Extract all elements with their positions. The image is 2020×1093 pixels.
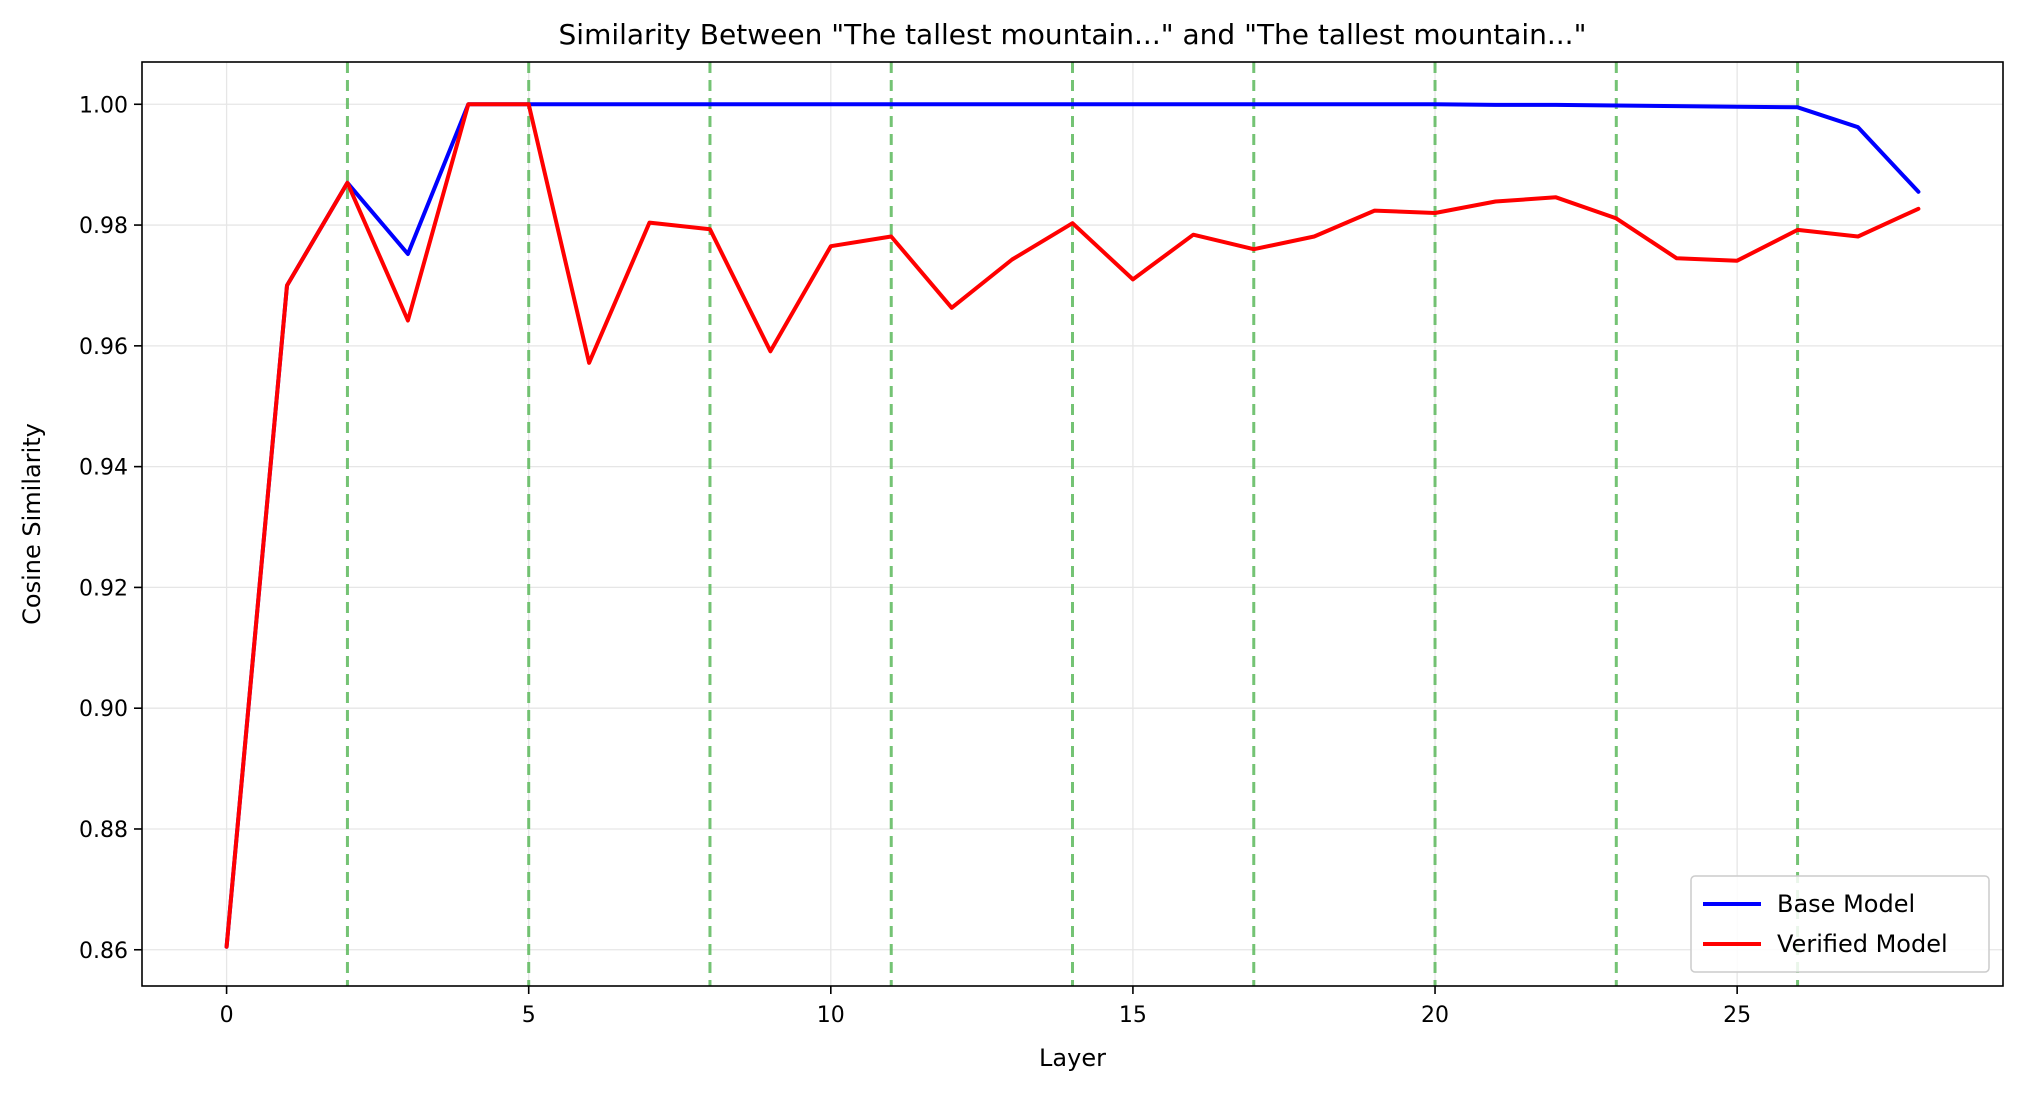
vertical-markers bbox=[345, 62, 1800, 986]
chart-title: Similarity Between "The tallest mountain… bbox=[559, 18, 1587, 51]
y-tick-label: 0.98 bbox=[79, 214, 128, 239]
x-axis-ticks: 0 5 10 15 20 25 bbox=[220, 986, 1751, 1028]
x-tick-label: 15 bbox=[1119, 1003, 1147, 1028]
y-tick-label: 0.94 bbox=[79, 456, 128, 481]
x-axis-label: Layer bbox=[1039, 1044, 1106, 1072]
legend-label-base-model: Base Model bbox=[1777, 890, 1915, 918]
legend-label-verified-model: Verified Model bbox=[1777, 930, 1948, 958]
series-line-verified-model bbox=[224, 102, 1921, 949]
y-tick-label: 1.00 bbox=[79, 93, 128, 118]
y-tick-label: 0.96 bbox=[79, 335, 128, 360]
plot-frame bbox=[141, 61, 2004, 987]
x-tick-label: 25 bbox=[1723, 1003, 1751, 1028]
y-axis-ticks: 0.86 0.88 0.90 0.92 0.94 0.96 0.98 1.00 bbox=[79, 93, 142, 964]
series-lines bbox=[224, 102, 1921, 949]
x-tick-label: 10 bbox=[817, 1003, 845, 1028]
x-tick-label: 0 bbox=[220, 1003, 234, 1028]
x-tick-label: 20 bbox=[1421, 1003, 1449, 1028]
y-axis-label: Cosine Similarity bbox=[18, 423, 46, 625]
y-tick-label: 0.88 bbox=[79, 818, 128, 843]
y-tick-label: 0.92 bbox=[79, 576, 128, 601]
y-tick-label: 0.86 bbox=[79, 939, 128, 964]
y-tick-label: 0.90 bbox=[79, 697, 128, 722]
legend: Base Model Verified Model bbox=[1690, 875, 1990, 973]
legend-box bbox=[1690, 875, 1990, 973]
x-tick-label: 5 bbox=[522, 1003, 536, 1028]
